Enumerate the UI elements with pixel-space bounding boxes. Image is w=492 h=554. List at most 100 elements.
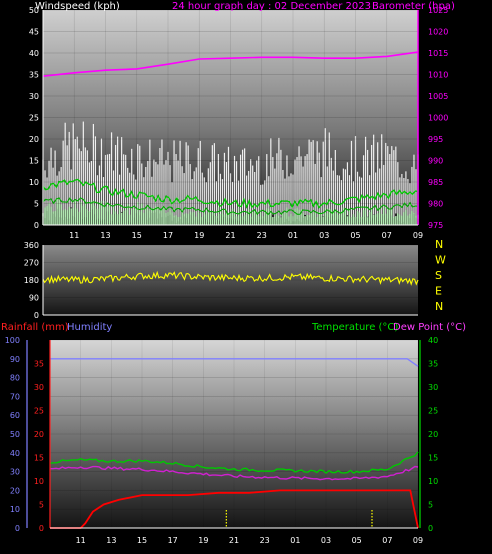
y-tick-label-humidity: 60 xyxy=(10,411,20,420)
series-marks xyxy=(42,51,419,529)
y-tick-label-barometer: 980 xyxy=(428,200,443,209)
wind-direction-line xyxy=(42,270,419,286)
windspeed-line-2 xyxy=(42,197,419,216)
y-tick-label-wind: 25 xyxy=(29,114,39,123)
y-tick-label-barometer: 1010 xyxy=(428,71,448,80)
y-tick-label-rain: 30 xyxy=(34,383,44,392)
y-tick-label-humidity: 0 xyxy=(15,524,20,533)
y-tick-label-barometer: 1000 xyxy=(428,114,448,123)
compass-label: N xyxy=(435,238,443,251)
x-tick-label-temp: 09 xyxy=(413,536,423,545)
y-tick-label-humidity: 40 xyxy=(10,449,20,458)
x-tick-label-temp: 23 xyxy=(260,536,270,545)
y-tick-label-humidity: 10 xyxy=(10,505,20,514)
dew-point-line xyxy=(50,465,419,481)
y-tick-label-wind: 40 xyxy=(29,49,39,58)
y-tick-label-wind: 35 xyxy=(29,71,39,80)
x-tick-label-temp: 17 xyxy=(168,536,178,545)
x-tick-label-wind: 09 xyxy=(413,231,423,240)
x-tick-label-wind: 15 xyxy=(132,231,142,240)
x-tick-label-temp: 21 xyxy=(229,536,239,545)
y-tick-label-direction: 360 xyxy=(24,241,39,250)
y-tick-label-humidity: 30 xyxy=(10,468,20,477)
y-tick-label-temperature: 15 xyxy=(428,454,438,463)
graph-date-title: 24 hour graph day : 02 December 2023 xyxy=(172,1,371,12)
compass-label: E xyxy=(435,285,442,298)
x-tick-label-temp: 01 xyxy=(290,536,300,545)
x-tick-label-temp: 15 xyxy=(137,536,147,545)
humidity-axis-label: Humidity xyxy=(67,322,112,333)
y-tick-label-wind: 50 xyxy=(29,6,39,15)
y-tick-label-humidity: 70 xyxy=(10,392,20,401)
x-tick-label-temp: 07 xyxy=(382,536,392,545)
y-tick-label-direction: 180 xyxy=(24,276,39,285)
axes: 0510152025303540455097598098599099510001… xyxy=(5,6,449,545)
x-tick-label-temp: 13 xyxy=(106,536,116,545)
x-tick-label-wind: 03 xyxy=(319,231,329,240)
y-tick-label-temperature: 40 xyxy=(428,336,438,345)
y-tick-label-rain: 15 xyxy=(34,454,44,463)
y-tick-label-rain: 0 xyxy=(39,524,44,533)
x-tick-label-wind: 19 xyxy=(194,231,204,240)
dewpoint-axis-label: Dew Point (°C) xyxy=(393,322,466,333)
compass-label: W xyxy=(435,254,446,267)
x-tick-label-wind: 07 xyxy=(382,231,392,240)
x-tick-label-wind: 13 xyxy=(100,231,110,240)
y-tick-label-wind: 30 xyxy=(29,92,39,101)
compass-label: N xyxy=(435,300,443,313)
y-tick-label-temperature: 10 xyxy=(428,477,438,486)
humidity-line xyxy=(50,358,419,367)
y-tick-label-barometer: 1005 xyxy=(428,92,448,101)
x-tick-label-temp: 11 xyxy=(76,536,86,545)
x-tick-label-wind: 23 xyxy=(257,231,267,240)
compass-label: S xyxy=(435,269,442,282)
rainfall-line xyxy=(50,489,419,529)
barometer-line xyxy=(42,51,419,77)
y-tick-label-barometer: 1020 xyxy=(428,28,448,37)
x-tick-label-wind: 17 xyxy=(163,231,173,240)
barometer-axis-label: Barometer (hpa) xyxy=(372,1,455,12)
x-tick-label-wind: 11 xyxy=(69,231,79,240)
temperature-axis-label: Temperature (°C) xyxy=(311,322,398,333)
y-tick-label-barometer: 1015 xyxy=(428,49,448,58)
y-tick-label-barometer: 975 xyxy=(428,221,443,230)
y-tick-label-wind: 20 xyxy=(29,135,39,144)
y-tick-label-humidity: 100 xyxy=(5,336,20,345)
x-tick-label-temp: 19 xyxy=(198,536,208,545)
temp-panel-bg xyxy=(50,340,418,528)
rainfall-axis-label: Rainfall (mm) xyxy=(1,322,69,333)
y-tick-label-temperature: 0 xyxy=(428,524,433,533)
x-tick-label-wind: 01 xyxy=(288,231,298,240)
y-tick-label-wind: 10 xyxy=(29,178,39,187)
y-tick-label-humidity: 90 xyxy=(10,355,20,364)
y-tick-label-wind: 45 xyxy=(29,28,39,37)
y-tick-label-direction: 90 xyxy=(29,294,39,303)
x-tick-label-temp: 05 xyxy=(352,536,362,545)
y-tick-label-barometer: 995 xyxy=(428,135,443,144)
y-tick-label-humidity: 50 xyxy=(10,430,20,439)
temperature-line xyxy=(49,451,419,474)
y-tick-label-humidity: 20 xyxy=(10,486,20,495)
y-tick-label-wind: 15 xyxy=(29,157,39,166)
y-tick-label-temperature: 30 xyxy=(428,383,438,392)
y-tick-label-direction: 270 xyxy=(24,259,39,268)
y-tick-label-barometer: 985 xyxy=(428,178,443,187)
windspeed-axis-label: Windspeed (kph) xyxy=(35,1,120,12)
y-tick-label-rain: 35 xyxy=(34,360,44,369)
y-tick-label-barometer: 1025 xyxy=(428,6,448,15)
y-tick-label-wind: 5 xyxy=(34,200,39,209)
y-tick-label-temperature: 35 xyxy=(428,360,438,369)
y-tick-label-barometer: 990 xyxy=(428,157,443,166)
x-tick-label-wind: 05 xyxy=(350,231,360,240)
x-tick-label-temp: 03 xyxy=(321,536,331,545)
y-tick-label-direction: 0 xyxy=(34,311,39,320)
y-tick-label-humidity: 80 xyxy=(10,374,20,383)
y-tick-label-temperature: 25 xyxy=(428,407,438,416)
y-tick-label-rain: 25 xyxy=(34,407,44,416)
y-tick-label-rain: 10 xyxy=(34,477,44,486)
average-windspeed-line xyxy=(42,178,419,209)
y-tick-label-rain: 5 xyxy=(39,501,44,510)
y-tick-label-wind: 0 xyxy=(34,221,39,230)
x-tick-label-wind: 21 xyxy=(225,231,235,240)
